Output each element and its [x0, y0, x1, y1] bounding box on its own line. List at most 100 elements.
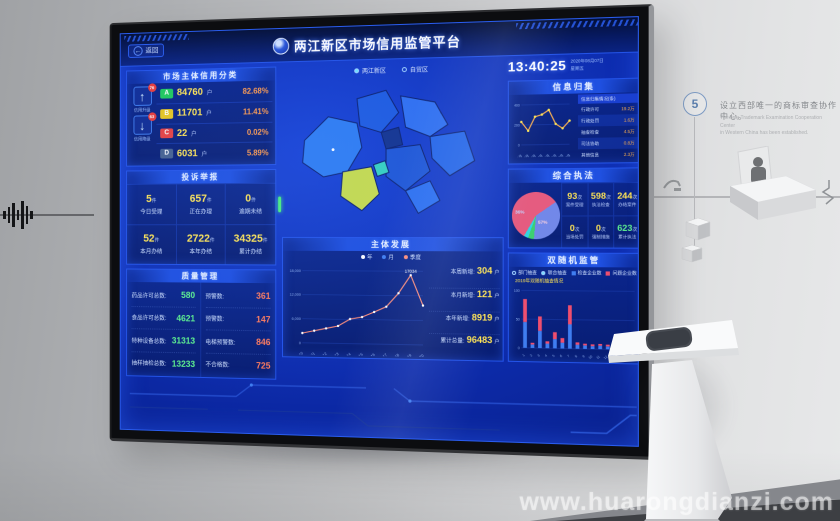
- svg-text:0: 0: [299, 341, 301, 345]
- panel-title: 主体发展: [282, 237, 503, 252]
- map-region[interactable]: [381, 127, 402, 149]
- svg-text:2018: 2018: [391, 353, 400, 357]
- panel-title: 投诉举报: [127, 169, 276, 184]
- unit-label: 户: [206, 111, 212, 118]
- radio-dot-icon: [511, 270, 517, 275]
- grade-b-pct: 11.41%: [243, 107, 269, 117]
- hatch-decor-right: [516, 19, 639, 30]
- quality-grid: 药品许可总数: 580 食品许可总数: 4621 特种设备总数: 31313 抽样抽检…: [127, 282, 276, 379]
- option-dept-check[interactable]: 部门抽查: [511, 269, 537, 275]
- svg-text:6月: 6月: [551, 153, 558, 157]
- downgrade-label: 信用降级: [133, 136, 151, 142]
- back-arrow-icon: ←: [133, 46, 143, 56]
- svg-text:0: 0: [518, 143, 520, 147]
- development-stats: 本周新增: 304 户 本月新增: 121 户 本年新增: 8919 户 累计总量: 9648…: [429, 262, 503, 360]
- platform-brand: 两江新区市场信用监管平台: [272, 31, 461, 56]
- legend-item-year[interactable]: 年: [361, 252, 372, 261]
- list-item: 司法协助 0.8万: [577, 137, 638, 150]
- enforcement-grid: 93次 案件受理 598次 执法检查 244次 办结案件 0次 当场处罚 0次 强制措施 …: [561, 181, 639, 248]
- svg-text:3月: 3月: [530, 154, 537, 158]
- svg-text:2016: 2016: [367, 353, 376, 358]
- credit-upgrade-button[interactable]: ↑ 76: [133, 83, 157, 106]
- option-joint-check[interactable]: 联合抽查: [541, 270, 567, 276]
- kiosk-column: [646, 360, 732, 519]
- step-connector-line: [694, 117, 695, 257]
- list-item: 其他信息 2.3万: [581, 151, 635, 158]
- map-region[interactable]: [406, 181, 440, 214]
- map-region[interactable]: [373, 161, 389, 177]
- svg-text:12: 12: [603, 354, 609, 360]
- svg-text:2: 2: [529, 353, 533, 358]
- svg-text:6: 6: [559, 354, 563, 359]
- panel-title: 综合执法: [508, 168, 639, 183]
- credit-downgrade-button[interactable]: ↓ 63: [133, 112, 157, 135]
- map-region[interactable]: [303, 116, 362, 177]
- svg-text:6,000: 6,000: [292, 317, 301, 321]
- svg-text:5: 5: [551, 353, 555, 358]
- kiosk-stand: [608, 320, 739, 521]
- svg-text:0: 0: [518, 346, 520, 350]
- tab-liangjiang[interactable]: 两江新区: [354, 66, 386, 76]
- stat-cell: 52件 本月办结: [127, 223, 176, 264]
- credit-row-c: C 22 户 0.02%: [156, 121, 273, 144]
- dashboard: ← 返回 两江新区市场信用监管平台 13:40:25 2020年08月07日 星期…: [119, 16, 639, 447]
- map-region[interactable]: [341, 167, 380, 211]
- timeline-line-left: [0, 214, 94, 216]
- panel-complaints: 投诉举报 5件 今日受理 657件 正在办理 0件 逾期未结 52件 本月办结: [126, 168, 277, 266]
- soundwave-art-icon: [3, 198, 33, 232]
- back-button[interactable]: ← 返回: [127, 43, 164, 59]
- svg-text:2017: 2017: [379, 353, 388, 357]
- tab-ftz[interactable]: 自贸区: [401, 64, 428, 74]
- svg-text:200: 200: [514, 123, 520, 127]
- grade-b-count: 11701: [176, 107, 203, 119]
- legend-item-quarter[interactable]: 季度: [403, 253, 421, 261]
- quality-col-totals: 药品许可总数: 580 食品许可总数: 4621 特种设备总数: 31313 抽样抽检…: [127, 282, 200, 377]
- district-map: [282, 76, 504, 233]
- map-legend-bar: [278, 196, 282, 213]
- stat-cell: 5件 今日受理: [127, 183, 176, 224]
- info-list: 信息归集情况(条) 行政许可 19.2万 行政处罚 1.6万 抽查检查 4.5万 司法…: [577, 93, 638, 160]
- unit-label: 户: [206, 91, 213, 98]
- svg-text:2011: 2011: [307, 351, 316, 357]
- panel-title: 双随机监管: [508, 253, 639, 268]
- svg-text:100: 100: [514, 288, 520, 292]
- grade-d-pct: 5.89%: [246, 148, 269, 158]
- step-number-badge: 5: [683, 92, 707, 116]
- svg-text:2015: 2015: [355, 352, 364, 357]
- map-region[interactable]: [401, 95, 448, 137]
- credit-row-b: B 11701 户 11.41%: [156, 100, 273, 124]
- pie-label-blue: 36%: [515, 208, 525, 215]
- grade-d-count: 6031: [176, 148, 198, 159]
- legend-item-month[interactable]: 月: [382, 253, 394, 261]
- svg-text:7月: 7月: [558, 153, 565, 157]
- stat-cell: 34325件 累计办结: [225, 223, 276, 265]
- zigzag-art-icon: [821, 180, 835, 205]
- map-region[interactable]: [357, 90, 399, 133]
- grade-b-badge: B: [160, 108, 174, 119]
- up-arrow-icon: ↑: [139, 88, 146, 104]
- grade-c-badge: C: [160, 128, 174, 139]
- clock-date: 2020年08月07日 星期五: [570, 57, 604, 71]
- stat-cell: 657件 正在办理: [175, 183, 226, 224]
- svg-text:17034: 17034: [405, 269, 418, 274]
- map-region[interactable]: [430, 131, 475, 176]
- enforcement-body: 36% 57% 93次 案件受理 598次 执法检查 244次 办结案件 0次 当场处罚…: [509, 181, 639, 248]
- development-body: 0 6,000 12,000 18,000 2010 2011 2012 2013 2014 20…: [283, 262, 503, 362]
- platform-emblem-icon: [272, 37, 290, 55]
- svg-text:5月: 5月: [544, 153, 551, 157]
- downgrade-count-badge: 63: [147, 112, 157, 122]
- info-body: 0 200 400 1月 2月 3月 4月 5月 6月 7月 8月 信息归集情况(条) 行政许可 19…: [511, 93, 638, 161]
- svg-text:50: 50: [516, 317, 520, 321]
- credit-row-d: D 6031 户 5.89%: [156, 141, 273, 164]
- unit-label: 户: [191, 131, 197, 138]
- hatch-decor-left: [124, 33, 190, 42]
- svg-text:7: 7: [566, 354, 570, 359]
- map-marker-dot: [331, 148, 335, 152]
- stat-cell: 598次 执法检查: [587, 182, 614, 215]
- panel-title: 信息归集: [508, 78, 639, 96]
- stat-cell: 0次 当场处罚: [561, 214, 588, 248]
- info-line-chart: 0 200 400 1月 2月 3月 4月 5月 6月 7月 8月: [511, 95, 576, 160]
- map-region[interactable]: [386, 144, 430, 191]
- stat-cell: 0件 逾期未结: [225, 182, 276, 224]
- enforcement-pie-chart: [511, 191, 561, 239]
